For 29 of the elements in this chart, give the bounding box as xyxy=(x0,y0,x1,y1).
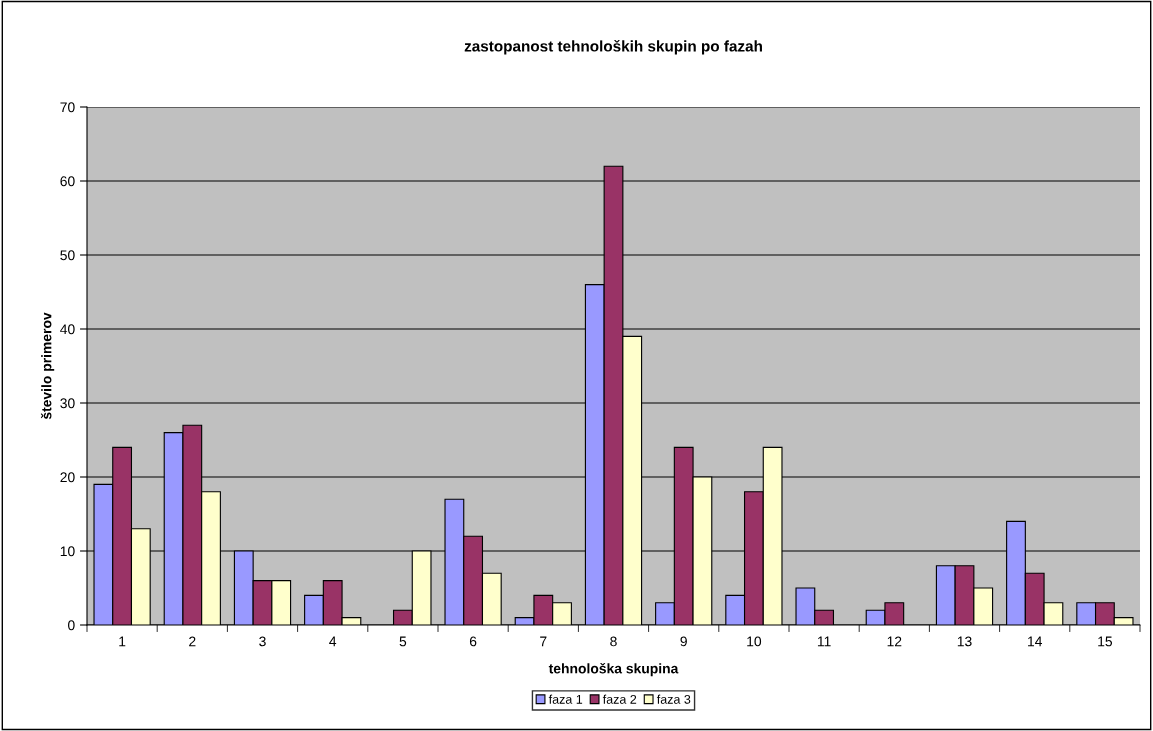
y-tick-label: 70 xyxy=(60,102,75,113)
x-tick-label: 6 xyxy=(469,636,477,647)
legend-label: faza 2 xyxy=(602,694,637,704)
x-axis-title: tehnološka skupina xyxy=(548,662,679,677)
y-axis-title: število primerov xyxy=(40,312,55,420)
x-tick-label: 9 xyxy=(680,636,687,647)
x-tick-label: 4 xyxy=(329,636,337,647)
legend-label: faza 3 xyxy=(656,694,691,704)
y-tick-label: 0 xyxy=(68,620,75,631)
x-tick-label: 5 xyxy=(399,636,407,647)
chart-title: zastopanost tehnoloških skupin po fazah xyxy=(464,40,762,55)
x-tick-label: 1 xyxy=(119,636,126,647)
x-tick-label: 10 xyxy=(747,636,762,647)
y-tick-label: 10 xyxy=(60,546,75,557)
x-tick-label: 14 xyxy=(1028,636,1043,647)
y-tick-label: 50 xyxy=(60,250,75,261)
legend-label: faza 1 xyxy=(548,694,583,704)
x-tick-label: 13 xyxy=(957,636,972,647)
x-tick-label: 3 xyxy=(259,636,266,647)
x-tick-label: 15 xyxy=(1098,636,1113,647)
x-tick-label: 2 xyxy=(189,636,196,647)
y-tick-label: 30 xyxy=(60,398,75,409)
x-tick-label: 12 xyxy=(887,636,902,647)
x-tick-label: 8 xyxy=(610,636,617,647)
y-tick-label: 20 xyxy=(60,472,75,483)
x-tick-label: 11 xyxy=(817,636,831,647)
x-tick-label: 7 xyxy=(540,636,547,647)
y-tick-label: 40 xyxy=(60,324,75,335)
y-tick-label: 60 xyxy=(60,176,75,187)
